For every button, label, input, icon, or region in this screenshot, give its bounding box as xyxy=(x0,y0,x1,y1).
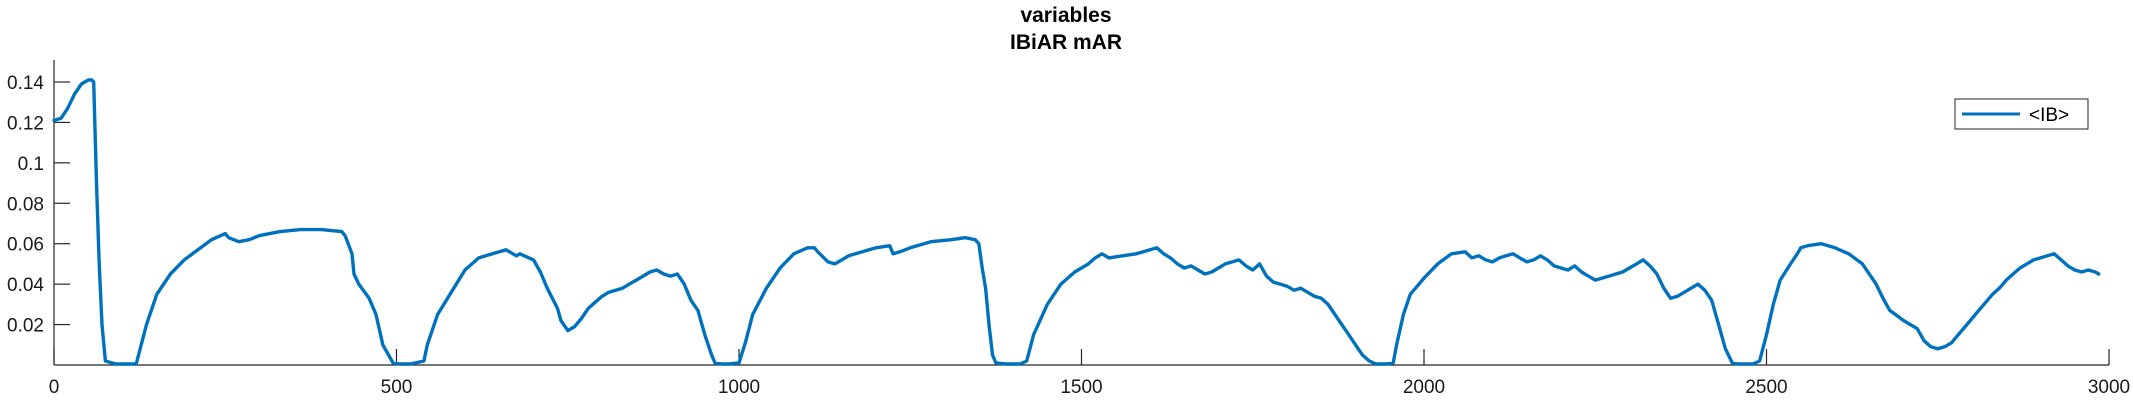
series-line-0 xyxy=(54,80,2099,364)
y-tick-label: 0.14 xyxy=(7,73,44,94)
x-tick-label: 2000 xyxy=(1403,377,1445,398)
y-tick-label: 0.12 xyxy=(7,113,44,134)
x-tick-label: 0 xyxy=(49,377,60,398)
chart-title: variables xyxy=(1020,4,1111,27)
y-tick-label: 0.08 xyxy=(7,194,44,215)
legend[interactable]: <IB> xyxy=(1955,99,2088,129)
axes xyxy=(54,60,2109,365)
chart-subtitle: IBiAR mAR xyxy=(1010,31,1122,54)
x-tick-label: 500 xyxy=(381,377,413,398)
y-tick-label: 0.1 xyxy=(18,154,44,175)
series-group xyxy=(54,80,2099,364)
x-tick-label: 1000 xyxy=(718,377,760,398)
y-ticks: 0.02 0.04 0.06 0.08 0.1 0.12 0.14 xyxy=(7,73,70,337)
legend-label: <IB> xyxy=(2029,105,2069,126)
y-tick-label: 0.02 xyxy=(7,316,44,337)
x-tick-label: 2500 xyxy=(1745,377,1787,398)
x-ticks: 0 500 1000 1500 2000 2500 3000 xyxy=(49,349,2130,398)
x-tick-label: 1500 xyxy=(1060,377,1102,398)
y-tick-label: 0.06 xyxy=(7,235,44,256)
chart-title-group: variables IBiAR mAR xyxy=(1010,4,1122,54)
y-tick-label: 0.04 xyxy=(7,275,44,296)
x-tick-label: 3000 xyxy=(2088,377,2130,398)
